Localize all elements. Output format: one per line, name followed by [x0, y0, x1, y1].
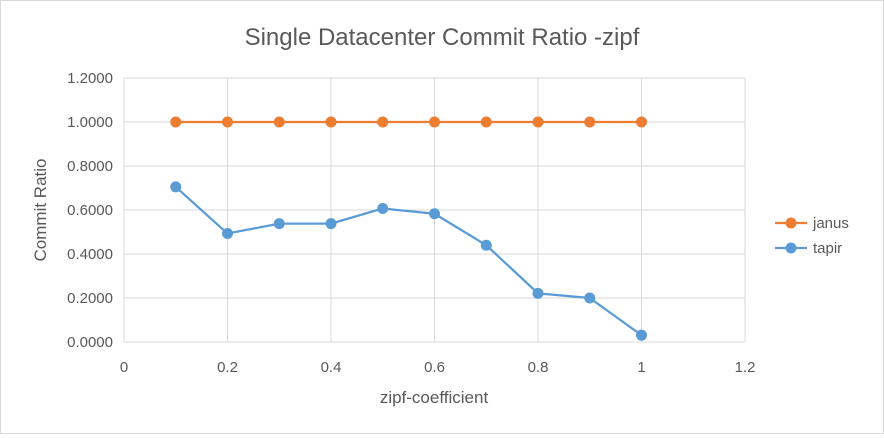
x-tick-label: 0.6: [424, 359, 445, 376]
x-tick-label: 0: [120, 359, 128, 376]
y-axis-title: Commit Ratio: [31, 159, 50, 262]
x-tick-label: 1: [637, 359, 645, 376]
y-tick-label: 1.0000: [67, 114, 113, 131]
legend-marker: [785, 217, 797, 229]
x-tick-labels: 0 0.2 0.4 0.6 0.8 1 1.2: [120, 359, 756, 376]
data-point-janus: [325, 116, 337, 128]
y-tick-labels: 0.0000 0.2000 0.4000 0.6000 0.8000 1.0000 1.20…: [67, 70, 113, 351]
data-point-janus: [532, 116, 544, 128]
y-tick-label: 1.2000: [67, 70, 113, 87]
legend-item-janus: janus: [775, 215, 849, 232]
data-point-tapir: [480, 239, 492, 251]
data-point-tapir: [429, 208, 440, 220]
y-tick-label: 0.4000: [67, 246, 113, 263]
data-point-tapir: [222, 228, 233, 240]
data-point-janus: [584, 116, 596, 128]
x-tick-label: 0.2: [217, 359, 238, 376]
x-tick-label: 1.2: [735, 359, 756, 376]
x-axis-title: zipf-coefficient: [380, 388, 489, 407]
x-tick-label: 0.4: [321, 359, 342, 376]
data-point-janus: [429, 116, 440, 128]
series-line-tapir: [174, 186, 643, 337]
data-point-tapir: [325, 218, 337, 230]
data-point-janus: [222, 116, 233, 128]
y-tick-label: 0.6000: [67, 202, 113, 219]
data-point-tapir: [636, 329, 647, 341]
data-point-tapir: [273, 218, 285, 230]
data-point-tapir: [377, 202, 389, 214]
x-tick-label: 0.8: [528, 359, 549, 376]
y-tick-label: 0.8000: [67, 158, 113, 175]
data-point-janus: [480, 116, 492, 128]
data-point-tapir: [584, 292, 596, 304]
series-layer: [170, 116, 647, 341]
legend-marker: [785, 242, 797, 254]
data-point-janus: [377, 116, 389, 128]
series-tapir: [170, 181, 647, 341]
legend: janus tapir: [775, 215, 849, 257]
legend-label: tapir: [813, 240, 842, 257]
y-tick-label: 0.0000: [67, 334, 113, 351]
data-point-janus: [636, 116, 647, 128]
chart-title: Single Datacenter Commit Ratio -zipf: [245, 24, 640, 51]
data-point-janus: [273, 116, 285, 128]
legend-label: janus: [812, 215, 849, 232]
data-point-tapir: [532, 287, 544, 299]
data-point-tapir: [170, 181, 182, 193]
legend-item-tapir: tapir: [775, 240, 842, 257]
data-point-janus: [170, 116, 182, 128]
series-janus: [170, 116, 647, 128]
y-tick-label: 0.2000: [67, 290, 113, 307]
